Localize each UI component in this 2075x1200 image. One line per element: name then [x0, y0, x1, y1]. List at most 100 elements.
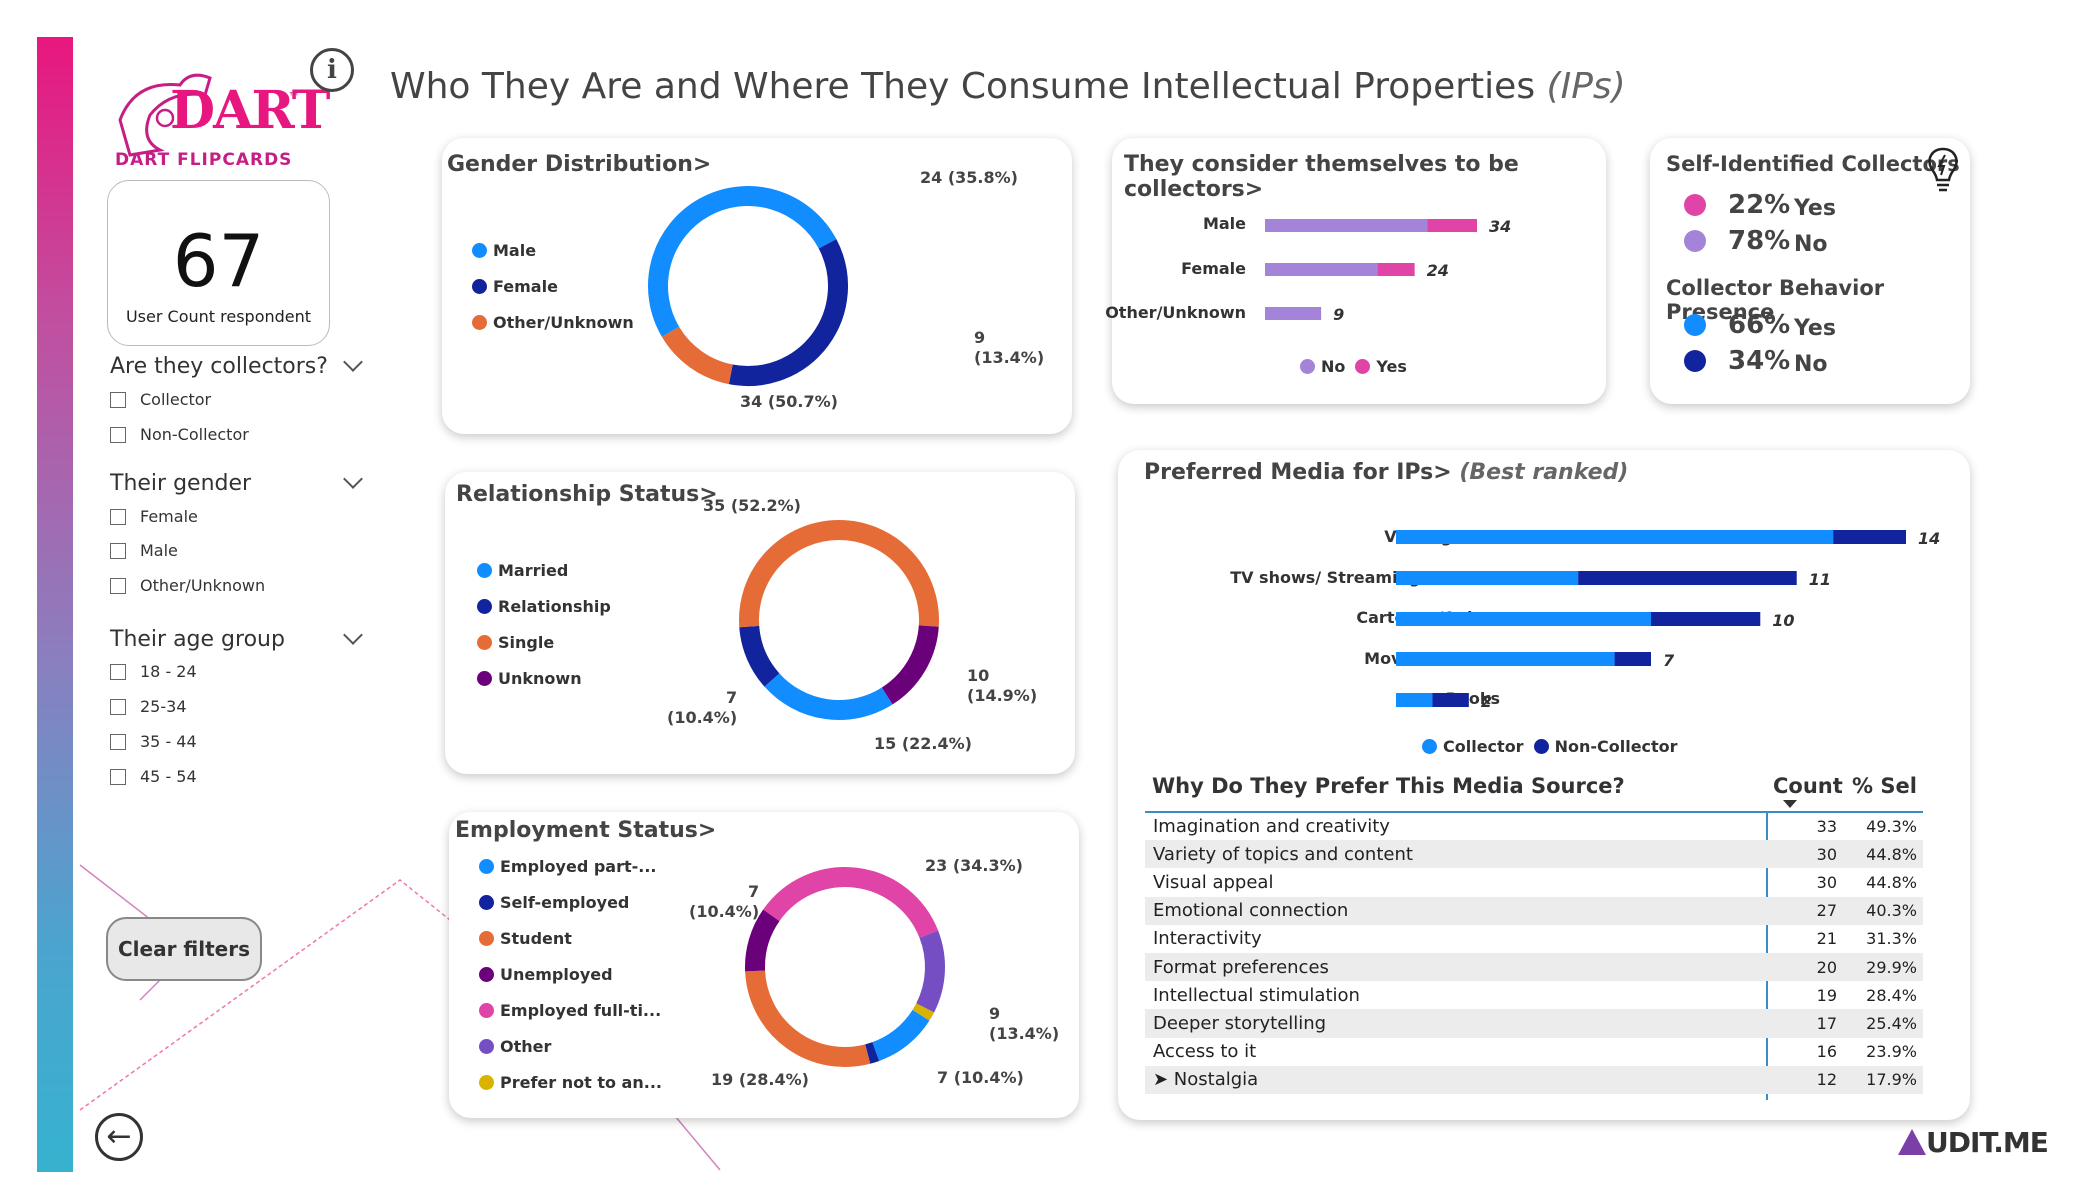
- bar-segment[interactable]: [1396, 652, 1615, 666]
- legend-item[interactable]: Collector: [1422, 728, 1524, 764]
- legend-item[interactable]: Non-Collector: [1533, 728, 1678, 764]
- table-row[interactable]: Deeper storytelling 17 25.4%: [1145, 1009, 1923, 1038]
- donut-slice[interactable]: [763, 867, 939, 939]
- donut-slice[interactable]: [764, 673, 893, 720]
- yes-dot: [1684, 314, 1706, 336]
- chevron-down-icon[interactable]: [343, 352, 363, 372]
- donut-slice[interactable]: [916, 930, 945, 1013]
- filter-option-35-44[interactable]: 35 - 44: [110, 732, 197, 751]
- checkbox[interactable]: [110, 733, 126, 750]
- table-cell-count: 21: [1816, 929, 1837, 949]
- checkbox[interactable]: [110, 663, 126, 680]
- legend-item[interactable]: Employed full-ti...: [479, 992, 662, 1028]
- table-row[interactable]: Visual appeal 30 44.8%: [1145, 868, 1923, 896]
- bar-total-label: 2: [1481, 692, 1492, 711]
- table-row[interactable]: Variety of topics and content 30 44.8%: [1145, 840, 1923, 869]
- donut-slice[interactable]: [648, 186, 837, 337]
- donut-slice[interactable]: [872, 1009, 930, 1061]
- legend-item[interactable]: Single: [477, 624, 611, 660]
- legend-item[interactable]: Employed part-...: [479, 848, 662, 884]
- filter-option-label: Collector: [140, 390, 212, 409]
- bar-segment[interactable]: [1578, 571, 1797, 585]
- sort-desc-icon[interactable]: [1783, 800, 1797, 808]
- filter-option-25-34[interactable]: 25-34: [110, 697, 187, 716]
- filter-option-other[interactable]: Other/Unknown: [110, 576, 265, 595]
- bar-segment[interactable]: [1432, 693, 1469, 707]
- category-label: Male: [1202, 214, 1246, 233]
- donut-slice[interactable]: [745, 909, 780, 972]
- bar-segment[interactable]: [1396, 571, 1579, 585]
- back-arrow-icon[interactable]: ←: [95, 1113, 143, 1161]
- table-cell-count: 30: [1816, 844, 1837, 864]
- donut-slice[interactable]: [865, 1042, 880, 1064]
- legend-item[interactable]: No: [1300, 348, 1345, 384]
- legend-item[interactable]: Prefer not to an...: [479, 1064, 662, 1100]
- donut-slice[interactable]: [745, 970, 871, 1067]
- info-icon[interactable]: i: [310, 48, 354, 92]
- legend-item[interactable]: Yes: [1355, 348, 1407, 384]
- checkbox[interactable]: [110, 542, 126, 559]
- bar-segment[interactable]: [1833, 530, 1906, 544]
- donut-slice[interactable]: [728, 239, 848, 386]
- checkbox[interactable]: [110, 577, 126, 594]
- bar-total-label: 14: [1918, 529, 1940, 548]
- bar-segment[interactable]: [1265, 263, 1378, 276]
- legend-item[interactable]: Other/Unknown: [472, 304, 634, 340]
- filter-option-label: 45 - 54: [140, 767, 197, 786]
- table-row[interactable]: Interactivity 21 31.3%: [1145, 925, 1923, 953]
- data-label: 15 (22.4%): [874, 734, 972, 753]
- table-row[interactable]: Imagination and creativity 33 49.3%: [1145, 812, 1923, 840]
- donut-slice[interactable]: [739, 520, 939, 628]
- bar-segment[interactable]: [1614, 652, 1651, 666]
- bar-segment[interactable]: [1427, 219, 1477, 232]
- checkbox[interactable]: [110, 391, 126, 408]
- bar-segment[interactable]: [1265, 219, 1428, 232]
- filter-option-45-54[interactable]: 45 - 54: [110, 767, 197, 786]
- table-cell-reason: Emotional connection: [1153, 900, 1349, 922]
- chevron-down-icon[interactable]: [343, 469, 363, 489]
- table-row[interactable]: Emotional connection 27 40.3%: [1145, 896, 1923, 925]
- clear-filters-button[interactable]: Clear filters: [106, 917, 262, 981]
- legend-item[interactable]: Female: [472, 268, 634, 304]
- legend-item[interactable]: Student: [479, 920, 662, 956]
- legend-item[interactable]: Other: [479, 1028, 662, 1064]
- legend-item[interactable]: Unknown: [477, 660, 611, 696]
- table-row[interactable]: Intellectual stimulation 19 28.4%: [1145, 981, 1923, 1009]
- table-row[interactable]: Access to it 16 23.9%: [1145, 1038, 1923, 1066]
- checkbox[interactable]: [110, 426, 126, 443]
- bar-segment[interactable]: [1396, 693, 1433, 707]
- table-cell-pct: 49.3%: [1866, 816, 1917, 836]
- table-cell-count: 33: [1816, 816, 1837, 836]
- filter-option-female[interactable]: Female: [110, 507, 198, 526]
- legend-item[interactable]: Unemployed: [479, 956, 662, 992]
- table-cell-count: 16: [1816, 1042, 1837, 1062]
- donut-slice[interactable]: [661, 326, 734, 385]
- table-row[interactable]: Format preferences 20 29.9%: [1145, 952, 1923, 982]
- chevron-down-icon[interactable]: [343, 625, 363, 645]
- table-row[interactable]: ➤ Nostalgia 12 17.9%: [1145, 1065, 1923, 1094]
- legend-label: Single: [498, 632, 555, 652]
- table-header-count[interactable]: Count: [1773, 774, 1843, 798]
- bar-segment[interactable]: [1396, 612, 1651, 626]
- filter-option-18-24[interactable]: 18 - 24: [110, 662, 197, 681]
- bar-segment[interactable]: [1377, 263, 1415, 276]
- bar-segment[interactable]: [1651, 612, 1761, 626]
- legend-item[interactable]: Married: [477, 552, 611, 588]
- bar-segment[interactable]: [1396, 530, 1834, 544]
- checkbox[interactable]: [110, 768, 126, 785]
- legend-item[interactable]: Male: [472, 232, 634, 268]
- checkbox[interactable]: [110, 508, 126, 525]
- bar-total-label: 7: [1663, 651, 1675, 670]
- filter-option-non-collector[interactable]: Non-Collector: [110, 425, 249, 444]
- donut-slice[interactable]: [912, 1003, 935, 1021]
- table-header-pct[interactable]: % Sel: [1852, 774, 1917, 798]
- donut-slice[interactable]: [739, 625, 780, 687]
- filter-option-collector[interactable]: Collector: [110, 390, 211, 409]
- donut-slice[interactable]: [881, 625, 939, 705]
- legend-item[interactable]: Relationship: [477, 588, 611, 624]
- data-label: 24 (35.8%): [920, 168, 1018, 187]
- checkbox[interactable]: [110, 698, 126, 715]
- bar-segment[interactable]: [1265, 307, 1322, 320]
- legend-item[interactable]: Self-employed: [479, 884, 662, 920]
- filter-option-male[interactable]: Male: [110, 541, 178, 560]
